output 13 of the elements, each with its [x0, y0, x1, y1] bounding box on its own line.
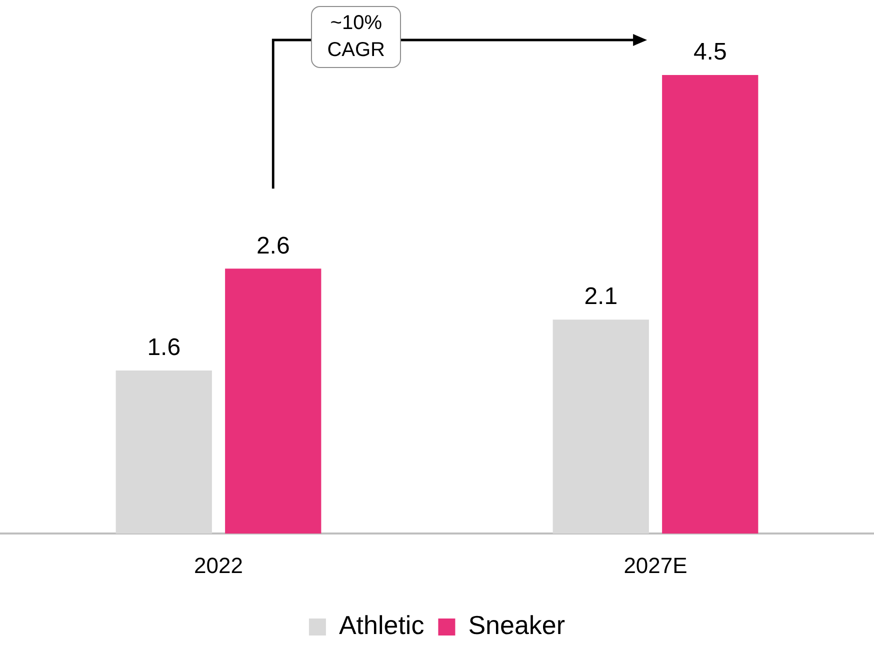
bar: [225, 268, 322, 534]
data-label: 4.5: [693, 38, 727, 66]
bar: [552, 320, 649, 534]
data-label: 2.1: [584, 283, 618, 310]
legend-label: Athletic: [338, 610, 424, 640]
legend-label: Sneaker: [468, 610, 566, 640]
x-tick-label: 2022: [194, 552, 243, 578]
x-tick-label: 2027E: [624, 552, 688, 578]
text: ~10% CAGR: [311, 6, 402, 68]
data-label: 1.6: [147, 334, 181, 362]
bar: [662, 75, 758, 534]
data-label: 2.6: [256, 232, 290, 260]
bar: [116, 370, 212, 534]
